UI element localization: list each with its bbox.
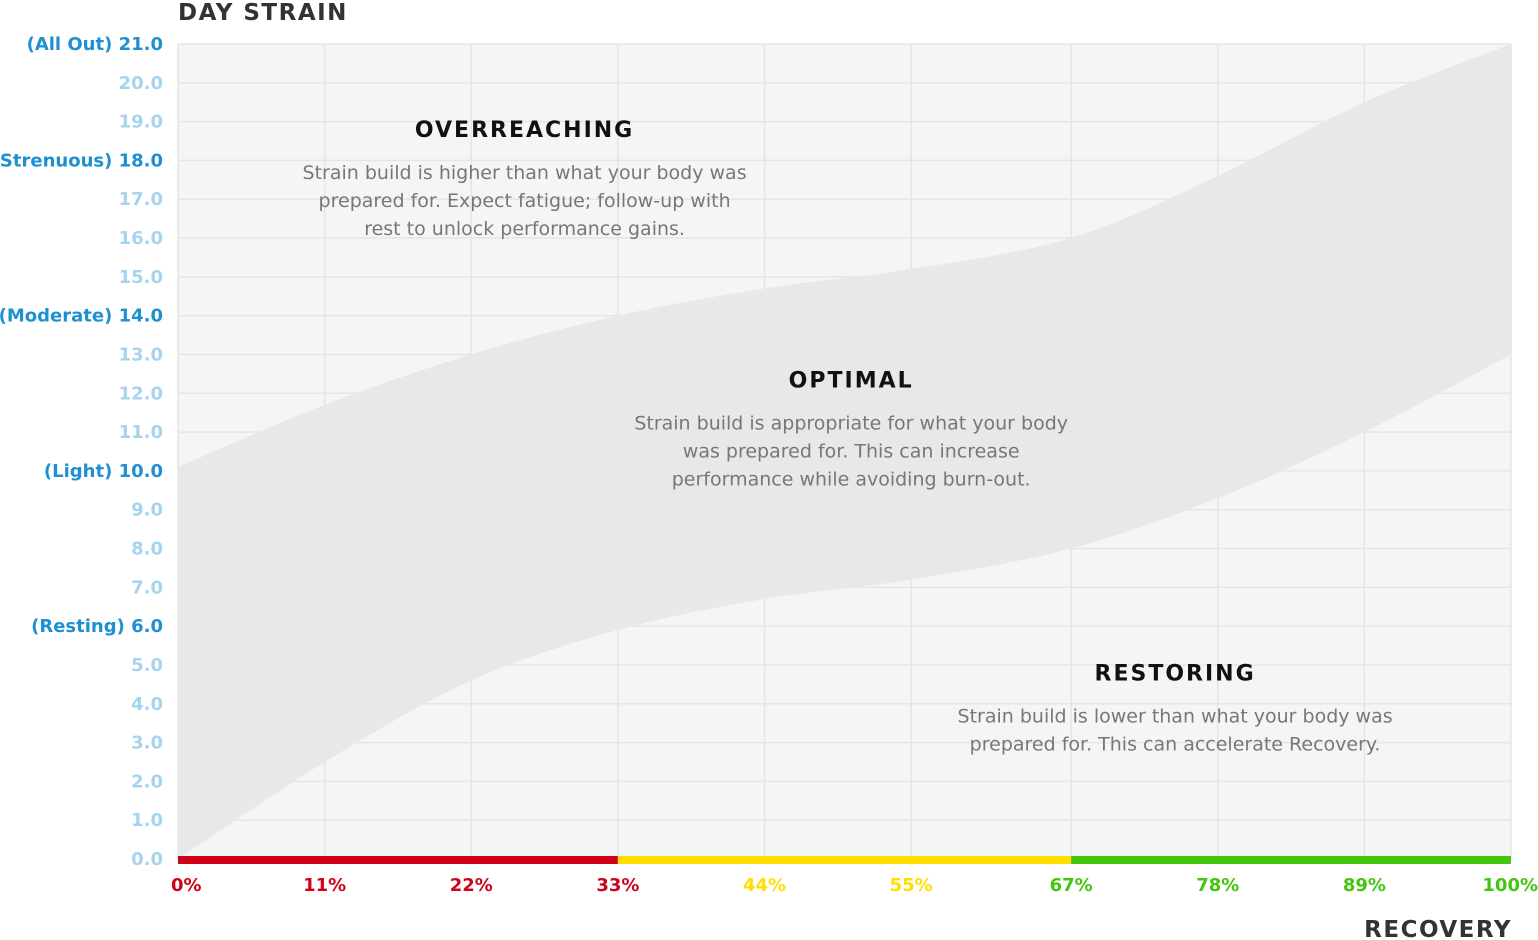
- optimal-band-area: [178, 44, 1511, 859]
- annotation-overreaching: OVERREACHING Strain build is higher than …: [303, 118, 747, 240]
- x-tick-label: 22%: [450, 875, 493, 896]
- y-tick-label: (Light) 10.0: [44, 461, 163, 482]
- y-tick-label: 5.0: [131, 655, 163, 676]
- annotation-desc-line: prepared for. Expect fatigue; follow-up …: [319, 190, 731, 212]
- y-tick-label: 3.0: [131, 733, 163, 754]
- x-tick-label: 11%: [303, 875, 346, 896]
- x-tick-label: 67%: [1050, 875, 1093, 896]
- y-tick-label: 11.0: [119, 422, 163, 443]
- y-tick-label: 17.0: [119, 189, 163, 210]
- y-tick-label: (All Out) 21.0: [27, 34, 163, 55]
- y-tick-label: 9.0: [131, 500, 163, 521]
- y-tick-label: 16.0: [119, 228, 163, 249]
- x-tick-label: 55%: [890, 875, 933, 896]
- x-axis-title: RECOVERY: [1364, 917, 1512, 940]
- recovery-zone-bar: [178, 856, 1511, 864]
- annotation-optimal: OPTIMAL Strain build is appropriate for w…: [634, 368, 1068, 490]
- y-tick-label: 7.0: [131, 577, 163, 598]
- y-tick-label: 2.0: [131, 771, 163, 792]
- zone-bar-yellow: [617, 856, 1072, 864]
- x-tick-label: 44%: [743, 875, 786, 896]
- y-axis-title: DAY STRAIN: [178, 0, 348, 26]
- zone-bar-green: [1071, 856, 1511, 864]
- y-tick-label: 12.0: [119, 383, 163, 404]
- y-tick-label: (Strenuous) 18.0: [0, 150, 163, 171]
- y-tick-label: 20.0: [119, 73, 163, 94]
- annotation-desc-line: Strain build is lower than what your bod…: [958, 705, 1393, 727]
- x-tick-label: 89%: [1343, 875, 1386, 896]
- annotation-desc-line: prepared for. This can accelerate Recove…: [970, 733, 1381, 755]
- zone-bar-red: [178, 856, 618, 864]
- y-tick-label: (Moderate) 14.0: [0, 306, 163, 327]
- annotation-desc-line: rest to unlock performance gains.: [364, 218, 685, 240]
- annotation-desc-line: Strain build is higher than what your bo…: [303, 162, 747, 184]
- y-tick-label: 13.0: [119, 344, 163, 365]
- annotation-title: OPTIMAL: [789, 368, 914, 393]
- x-tick-label: 100%: [1482, 875, 1538, 896]
- y-tick-label: (Resting) 6.0: [31, 616, 163, 637]
- x-axis-ticks: 0% 11% 22% 33% 44% 55% 67% 78% 89% 100%: [171, 875, 1538, 896]
- zone-annotations: OVERREACHING Strain build is higher than …: [303, 118, 1393, 755]
- annotation-title: OVERREACHING: [415, 118, 634, 143]
- x-tick-label: 0%: [171, 875, 202, 896]
- annotation-desc-line: Strain build is appropriate for what you…: [634, 412, 1068, 434]
- annotation-desc-line: was prepared for. This can increase: [683, 440, 1020, 462]
- x-tick-label: 33%: [596, 875, 639, 896]
- x-tick-label: 78%: [1196, 875, 1239, 896]
- annotation-restoring: RESTORING Strain build is lower than what…: [958, 661, 1393, 755]
- y-tick-label: 1.0: [131, 810, 163, 831]
- y-tick-label: 8.0: [131, 539, 163, 560]
- y-tick-label: 19.0: [119, 112, 163, 133]
- annotation-title: RESTORING: [1095, 661, 1256, 686]
- y-tick-label: 4.0: [131, 694, 163, 715]
- annotation-desc-line: performance while avoiding burn-out.: [672, 468, 1031, 490]
- y-tick-label: 15.0: [119, 267, 163, 288]
- y-axis-ticks: (All Out) 21.0 20.0 19.0 (Strenuous) 18.0 17…: [0, 34, 163, 870]
- y-tick-label: 0.0: [131, 849, 163, 870]
